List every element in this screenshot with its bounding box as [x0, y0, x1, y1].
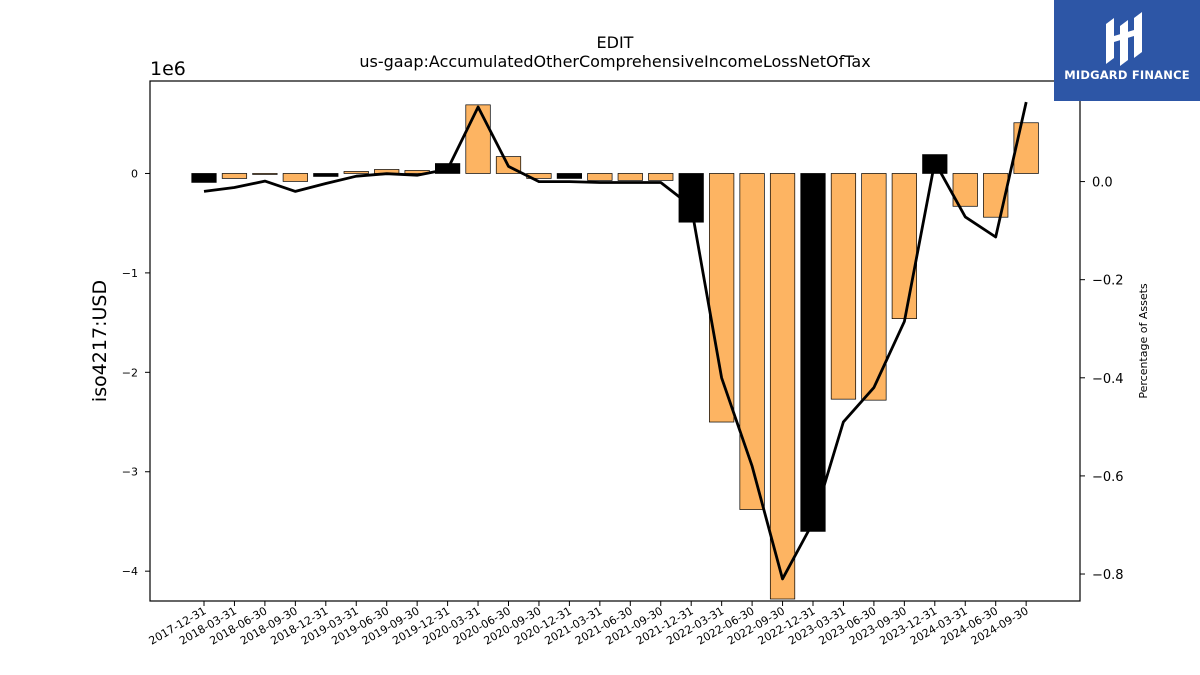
bar — [343, 171, 369, 174]
bar — [830, 173, 857, 400]
bar — [252, 173, 278, 175]
chart-subtitle: us-gaap:AccumulatedOtherComprehensiveInc… — [359, 52, 871, 71]
y2-tick-label: −0.6 — [1092, 470, 1124, 485]
bar — [282, 173, 308, 182]
bar — [1013, 122, 1039, 174]
y-tick-label: −4 — [122, 565, 138, 578]
bar — [861, 173, 887, 401]
bar — [313, 173, 339, 177]
percentage-line — [203, 101, 1028, 581]
bar — [648, 173, 674, 181]
bar — [891, 173, 917, 319]
midgard-logo-icon — [1106, 12, 1142, 66]
brand-logo: MIDGARD FINANCE — [1054, 0, 1200, 101]
y2-tick-label: −0.4 — [1092, 372, 1124, 387]
offset-text: 1e6 — [150, 58, 186, 80]
y-tick-label: −2 — [122, 366, 138, 379]
line-series — [203, 101, 1028, 581]
y-axis-label: iso4217:USD — [89, 280, 111, 402]
chart-title: EDIT — [596, 33, 634, 52]
y-tick-label: 0 — [131, 167, 138, 180]
bar — [465, 104, 491, 174]
right-axis: −0.8 −0.6 −0.4 −0.2 0.0 — [1080, 176, 1124, 583]
bar-series — [191, 104, 1039, 600]
bar — [221, 173, 248, 179]
bar — [739, 173, 765, 510]
bar — [587, 173, 613, 181]
y2-axis-label: Percentage of Assets — [1137, 283, 1150, 399]
bar — [556, 173, 583, 179]
y2-tick-label: 0.0 — [1092, 176, 1113, 191]
bar — [617, 173, 643, 181]
y-tick-label: −3 — [122, 466, 138, 479]
x-axis: 2017-12-312018-03-312018-06-302018-09-30… — [147, 601, 1031, 648]
bar — [769, 173, 796, 600]
bar — [800, 173, 826, 532]
brand-name: MIDGARD FINANCE — [1064, 68, 1190, 82]
plot-frame — [149, 80, 1081, 602]
bar — [709, 173, 735, 423]
bar — [191, 173, 217, 183]
y2-tick-label: −0.2 — [1092, 274, 1124, 289]
left-axis: −4 −3 −2 −1 0 — [122, 167, 150, 578]
y-tick-label: −1 — [122, 267, 138, 280]
y2-tick-label: −0.8 — [1092, 568, 1124, 583]
